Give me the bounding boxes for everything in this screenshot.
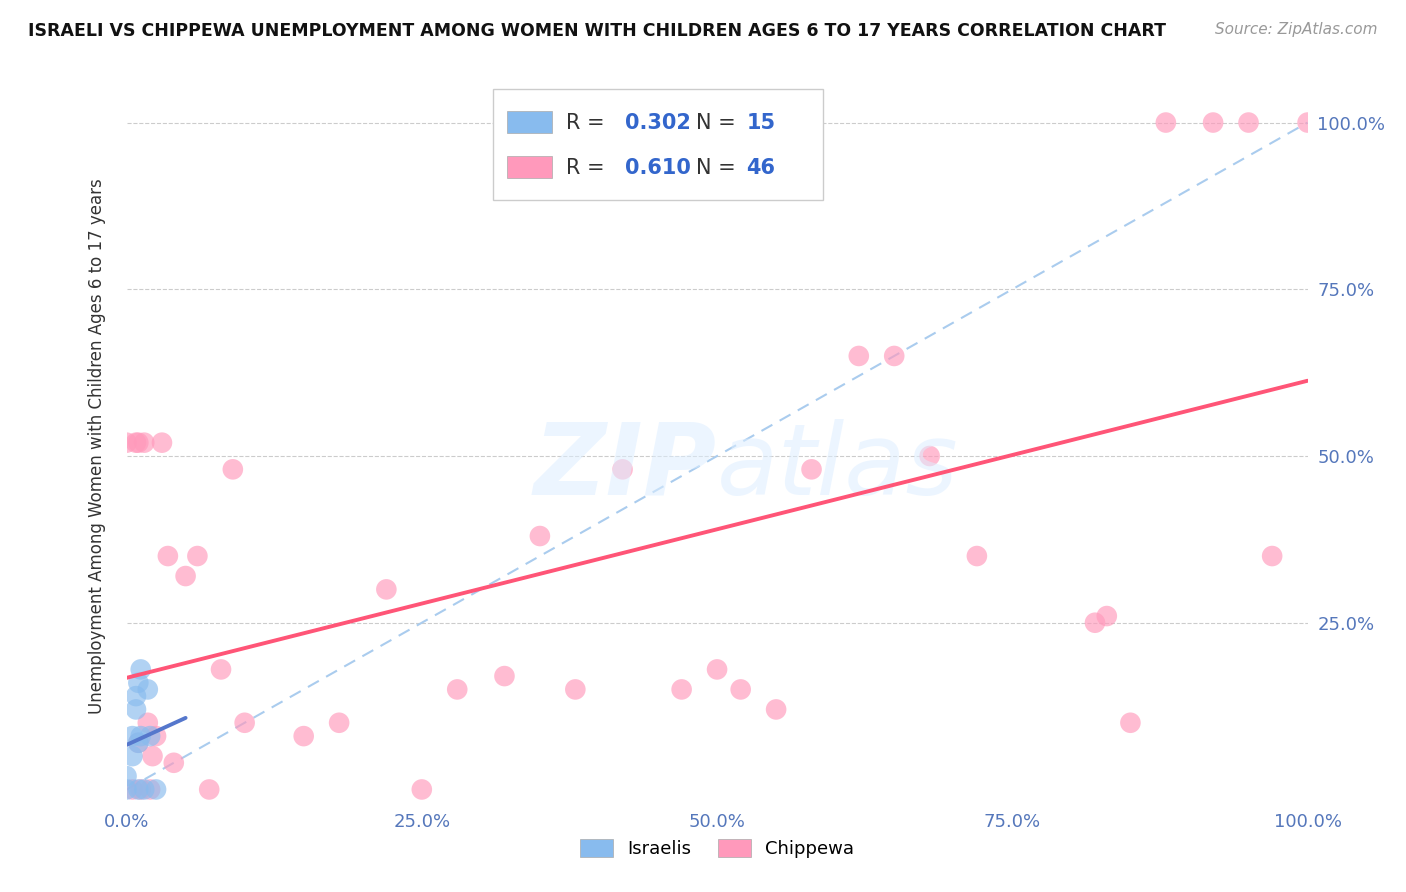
Text: N =: N = xyxy=(696,158,742,178)
Point xyxy=(174,569,197,583)
FancyBboxPatch shape xyxy=(506,111,551,134)
Point xyxy=(222,462,245,476)
Point xyxy=(150,435,173,450)
FancyBboxPatch shape xyxy=(506,155,551,178)
Point xyxy=(125,689,148,703)
Point xyxy=(127,435,149,450)
Point xyxy=(134,435,156,450)
Text: R =: R = xyxy=(565,158,612,178)
Point xyxy=(1154,115,1177,129)
Point xyxy=(127,782,149,797)
Point xyxy=(129,729,152,743)
Point xyxy=(163,756,186,770)
Point xyxy=(198,782,221,797)
Point xyxy=(129,662,152,676)
Point xyxy=(115,435,138,450)
Point xyxy=(411,782,433,797)
Point xyxy=(141,749,163,764)
Point xyxy=(145,782,167,797)
Point xyxy=(136,715,159,730)
Point xyxy=(706,662,728,676)
Point xyxy=(1237,115,1260,129)
Point xyxy=(115,782,138,797)
Point xyxy=(129,782,152,797)
Point xyxy=(1202,115,1225,129)
Point xyxy=(139,729,162,743)
Text: ZIP: ZIP xyxy=(534,419,717,516)
Point xyxy=(121,782,143,797)
Text: R =: R = xyxy=(565,112,612,133)
Point xyxy=(800,462,823,476)
Point xyxy=(494,669,516,683)
Point xyxy=(612,462,634,476)
Point xyxy=(209,662,232,676)
Point xyxy=(121,729,143,743)
Point xyxy=(125,435,148,450)
Point xyxy=(765,702,787,716)
Point xyxy=(966,549,988,563)
Point xyxy=(730,682,752,697)
Text: 15: 15 xyxy=(747,112,776,133)
Point xyxy=(156,549,179,563)
Point xyxy=(1296,115,1319,129)
Point xyxy=(1261,549,1284,563)
Point xyxy=(1084,615,1107,630)
Point xyxy=(848,349,870,363)
Point xyxy=(918,449,941,463)
Point xyxy=(1095,609,1118,624)
Text: N =: N = xyxy=(696,112,742,133)
Point xyxy=(127,736,149,750)
Point xyxy=(328,715,350,730)
Point xyxy=(292,729,315,743)
Point xyxy=(446,682,468,697)
Point xyxy=(233,715,256,730)
Point xyxy=(139,782,162,797)
Point xyxy=(883,349,905,363)
FancyBboxPatch shape xyxy=(492,89,824,200)
Text: 0.610: 0.610 xyxy=(624,158,690,178)
Y-axis label: Unemployment Among Women with Children Ages 6 to 17 years: Unemployment Among Women with Children A… xyxy=(87,178,105,714)
Text: 0.302: 0.302 xyxy=(624,112,690,133)
Text: atlas: atlas xyxy=(717,419,959,516)
Point xyxy=(136,682,159,697)
Point xyxy=(145,729,167,743)
Point xyxy=(127,736,149,750)
Legend: Israelis, Chippewa: Israelis, Chippewa xyxy=(572,831,862,865)
Point xyxy=(115,769,138,783)
Point xyxy=(127,675,149,690)
Point xyxy=(134,782,156,797)
Point xyxy=(125,702,148,716)
Text: Source: ZipAtlas.com: Source: ZipAtlas.com xyxy=(1215,22,1378,37)
Point xyxy=(186,549,208,563)
Point xyxy=(564,682,586,697)
Point xyxy=(1119,715,1142,730)
Text: ISRAELI VS CHIPPEWA UNEMPLOYMENT AMONG WOMEN WITH CHILDREN AGES 6 TO 17 YEARS CO: ISRAELI VS CHIPPEWA UNEMPLOYMENT AMONG W… xyxy=(28,22,1166,40)
Point xyxy=(375,582,398,597)
Text: 46: 46 xyxy=(747,158,776,178)
Point xyxy=(529,529,551,543)
Point xyxy=(121,749,143,764)
Point xyxy=(671,682,693,697)
